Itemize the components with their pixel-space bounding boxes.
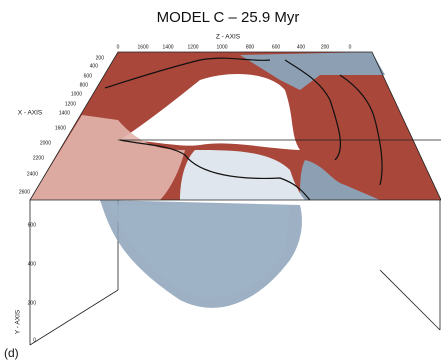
z-tick-label: 200 bbox=[321, 44, 330, 50]
figure: MODEL C – 25.9 Myr Z - AXIS X - AXIS Y - AX… bbox=[0, 0, 441, 363]
x-tick-label: 2000 bbox=[40, 140, 51, 146]
x-axis-label: X - AXIS bbox=[18, 110, 43, 117]
title: MODEL C – 25.9 Myr bbox=[157, 9, 300, 26]
x-tick-label: 2400 bbox=[27, 171, 38, 177]
x-tick-label: 1000 bbox=[71, 91, 82, 97]
z-tick-label: 1200 bbox=[187, 44, 198, 50]
x-tick-label: 800 bbox=[80, 82, 89, 88]
y-axis-label: Y - AXIS bbox=[15, 309, 22, 334]
y-tick-label: 600 bbox=[28, 222, 37, 228]
z-tick-label: 600 bbox=[272, 44, 281, 50]
y-tick-label: 0 bbox=[33, 337, 36, 343]
x-tick-label: 200 bbox=[96, 55, 105, 61]
y-tick-label: 200 bbox=[28, 300, 37, 306]
z-tick-label: 800 bbox=[246, 44, 255, 50]
z-tick-label: 1600 bbox=[137, 44, 148, 50]
x-tick-label: 600 bbox=[84, 73, 93, 79]
x-tick-label: 1200 bbox=[65, 101, 76, 107]
x-tick-label: 2600 bbox=[19, 189, 30, 195]
y-tick-label: 400 bbox=[28, 261, 37, 267]
z-axis-label: Z - AXIS bbox=[216, 34, 241, 41]
z-tick-label: 400 bbox=[297, 44, 306, 50]
x-tick-label: 2200 bbox=[33, 155, 44, 161]
x-tick-label: 1400 bbox=[59, 110, 70, 116]
x-tick-label: 1600 bbox=[55, 125, 66, 131]
z-tick-label: 1000 bbox=[216, 44, 227, 50]
panel-label: (d) bbox=[4, 346, 19, 360]
z-tick-label: 1400 bbox=[162, 44, 173, 50]
z-tick-label: 0 bbox=[117, 44, 120, 50]
x-tick-label: 400 bbox=[90, 63, 99, 69]
z-tick-label: 0 bbox=[349, 44, 352, 50]
